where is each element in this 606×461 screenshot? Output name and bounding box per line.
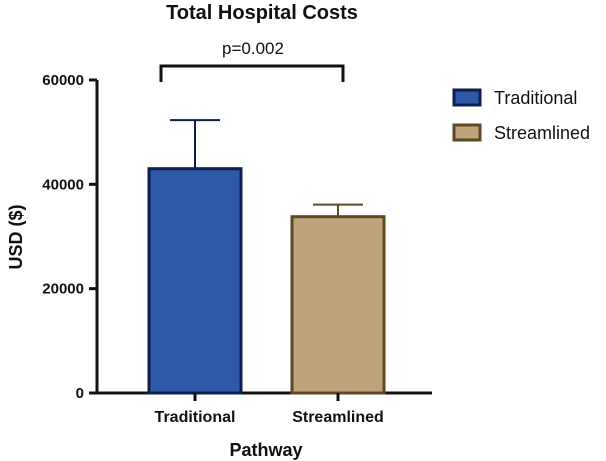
chart-title: Total Hospital Costs xyxy=(166,2,358,24)
legend-swatch-traditional xyxy=(452,88,482,107)
p-value-annotation: p=0.002 xyxy=(222,39,284,58)
y-tick-label: 20000 xyxy=(42,281,84,298)
significance-bracket xyxy=(159,64,345,82)
bar-traditional xyxy=(147,167,243,395)
y-axis-title-group: USD ($) xyxy=(6,204,26,269)
x-tick-label: Streamlined xyxy=(292,409,384,426)
legend-label-streamlined: Streamlined xyxy=(494,123,590,143)
y-tick-label: 60000 xyxy=(42,72,84,89)
legend: Traditional Streamlined xyxy=(452,88,590,143)
y-tick-label: 40000 xyxy=(42,176,84,193)
x-tick-label: Traditional xyxy=(155,409,236,426)
y-tick-label: 0 xyxy=(76,385,84,402)
bar-streamlined xyxy=(290,215,386,395)
x-axis-title: Pathway xyxy=(229,440,302,460)
legend-label-traditional: Traditional xyxy=(494,88,577,108)
y-axis-title: USD ($) xyxy=(6,204,26,269)
legend-swatch-streamlined xyxy=(452,123,482,142)
plot-area: 0 20000 40000 60000 Traditional Streamlined p=… xyxy=(42,39,432,426)
